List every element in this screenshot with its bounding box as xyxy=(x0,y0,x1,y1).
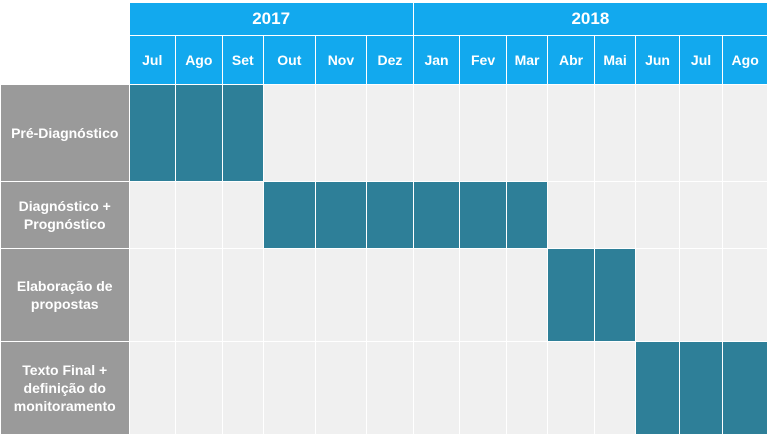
year-header: 2018 xyxy=(413,3,767,35)
gantt-empty-cell xyxy=(594,182,636,248)
gantt-empty-cell xyxy=(129,182,176,248)
gantt-empty-cell xyxy=(679,182,723,248)
gantt-empty-cell xyxy=(548,85,594,181)
gantt-empty-cell xyxy=(222,249,264,341)
gantt-empty-cell xyxy=(460,342,506,434)
phase-row: Pré-Diagnóstico xyxy=(1,85,767,181)
gantt-chart: 2017 2018 Jul Ago Set Out Nov Dez Jan Fev Mar Abr M… xyxy=(0,2,768,435)
gantt-empty-cell xyxy=(506,85,548,181)
month-header: Mar xyxy=(506,36,548,84)
month-header: Jan xyxy=(413,36,460,84)
phase-row: Elaboração de propostas xyxy=(1,249,767,341)
month-header: Jul xyxy=(129,36,176,84)
phase-label: Pré-Diagnóstico xyxy=(1,85,129,181)
gantt-bar-cell xyxy=(315,182,367,248)
gantt-bar-cell xyxy=(129,85,176,181)
phase-label: Texto Final + definição do monitoramento xyxy=(1,342,129,434)
year-header-row: 2017 2018 xyxy=(1,3,767,84)
gantt-bar-cell xyxy=(460,182,506,248)
gantt-empty-cell xyxy=(222,182,264,248)
gantt-empty-cell xyxy=(636,182,679,248)
gantt-empty-cell xyxy=(460,249,506,341)
month-header: Jul xyxy=(679,36,723,84)
gantt-empty-cell xyxy=(413,85,460,181)
header-corner xyxy=(1,3,129,84)
gantt-empty-cell xyxy=(264,85,315,181)
gantt-empty-cell xyxy=(413,249,460,341)
gantt-empty-cell xyxy=(315,85,367,181)
month-header: Out xyxy=(264,36,315,84)
gantt-empty-cell xyxy=(723,182,767,248)
gantt-bar-cell xyxy=(264,182,315,248)
gantt-empty-cell xyxy=(548,182,594,248)
gantt-empty-cell xyxy=(129,249,176,341)
gantt-bar-cell xyxy=(723,342,767,434)
gantt-empty-cell xyxy=(367,249,413,341)
gantt-empty-cell xyxy=(506,342,548,434)
gantt-bar-cell xyxy=(367,182,413,248)
gantt-empty-cell xyxy=(506,249,548,341)
gantt-empty-cell xyxy=(315,342,367,434)
gantt-bar-cell xyxy=(222,85,264,181)
gantt-empty-cell xyxy=(723,249,767,341)
gantt-empty-cell xyxy=(679,85,723,181)
gantt-bar-cell xyxy=(594,249,636,341)
gantt-bar-cell xyxy=(413,182,460,248)
gantt-empty-cell xyxy=(594,342,636,434)
gantt-empty-cell xyxy=(264,342,315,434)
month-header: Fev xyxy=(460,36,506,84)
gantt-empty-cell xyxy=(548,342,594,434)
gantt-empty-cell xyxy=(222,342,264,434)
year-header: 2017 xyxy=(129,3,413,35)
gantt-empty-cell xyxy=(460,85,506,181)
month-header: Abr xyxy=(548,36,594,84)
month-header: Ago xyxy=(723,36,767,84)
gantt-bar-cell xyxy=(548,249,594,341)
month-header: Ago xyxy=(176,36,222,84)
gantt-empty-cell xyxy=(176,182,222,248)
phase-row: Texto Final + definição do monitoramento xyxy=(1,342,767,434)
gantt-empty-cell xyxy=(367,85,413,181)
gantt-empty-cell xyxy=(636,249,679,341)
month-header: Set xyxy=(222,36,264,84)
month-header: Mai xyxy=(594,36,636,84)
gantt-bar-cell xyxy=(176,85,222,181)
phase-label: Diagnóstico + Prognóstico xyxy=(1,182,129,248)
gantt-bar-cell xyxy=(679,342,723,434)
gantt-empty-cell xyxy=(367,342,413,434)
gantt-empty-cell xyxy=(176,342,222,434)
gantt-empty-cell xyxy=(176,249,222,341)
gantt-empty-cell xyxy=(413,342,460,434)
phase-rows: Pré-Diagnóstico Diagnóstico + Prognóstico… xyxy=(1,85,767,434)
phase-row: Diagnóstico + Prognóstico xyxy=(1,182,767,248)
gantt-bar-cell xyxy=(506,182,548,248)
phase-label: Elaboração de propostas xyxy=(1,249,129,341)
gantt-empty-cell xyxy=(315,249,367,341)
gantt-empty-cell xyxy=(723,85,767,181)
gantt-empty-cell xyxy=(129,342,176,434)
month-header-row: Jul Ago Set Out Nov Dez Jan Fev Mar Abr Mai Jun Jul A… xyxy=(1,36,767,84)
gantt-empty-cell xyxy=(264,249,315,341)
month-header: Dez xyxy=(367,36,413,84)
month-header: Jun xyxy=(636,36,679,84)
gantt-empty-cell xyxy=(594,85,636,181)
gantt-bar-cell xyxy=(636,342,679,434)
gantt-empty-cell xyxy=(679,249,723,341)
gantt-empty-cell xyxy=(636,85,679,181)
month-header: Nov xyxy=(315,36,367,84)
